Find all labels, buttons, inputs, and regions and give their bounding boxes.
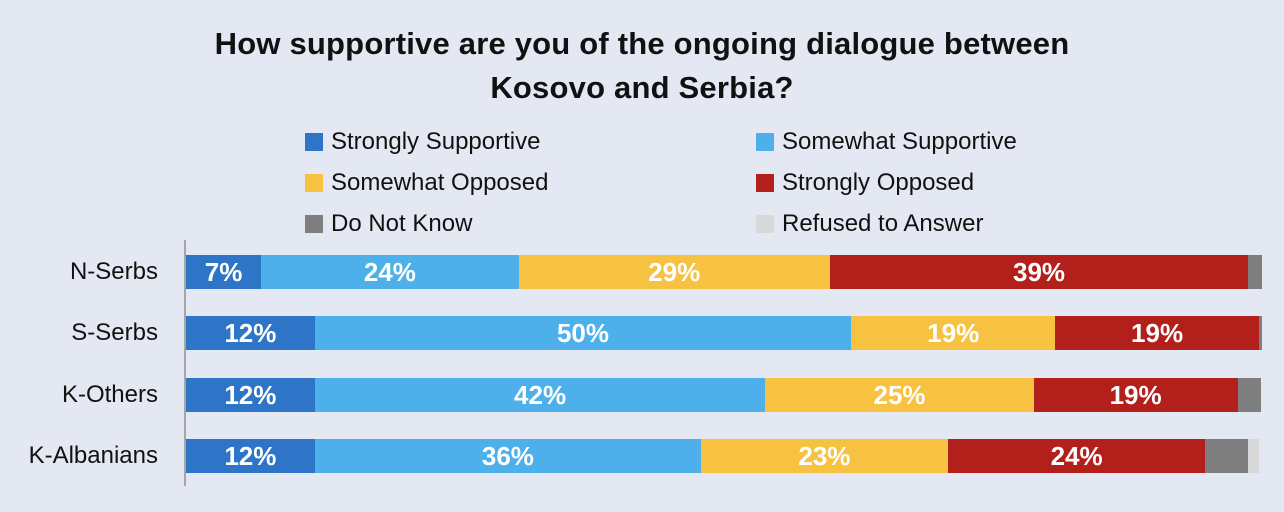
bar-segment-n-serbs-do-not-know [1248,255,1263,289]
data-label-n-serbs-somewhat-opposed: 29% [648,257,701,287]
data-label-k-others-somewhat-supportive: 42% [514,380,567,410]
bar-segment-n-serbs-strongly-supportive [186,255,262,289]
data-label-k-albanians-somewhat-opposed: 23% [798,441,851,471]
legend-item-refused-to-answer: Refused to Answer [756,209,983,239]
data-label-s-serbs-strongly-supportive: 12% [224,318,277,348]
bar-segment-s-serbs-strongly-opposed [1055,316,1259,350]
bar-segment-k-albanians-somewhat-supportive [314,439,702,473]
legend-item-strongly-supportive: Strongly Supportive [305,127,540,157]
bar-segment-k-albanians-refused-to-answer [1248,439,1259,473]
legend-item-somewhat-opposed: Somewhat Opposed [305,168,548,198]
category-label-n-serbs: N-Serbs [69,258,158,285]
data-label-k-others-somewhat-opposed: 25% [873,380,926,410]
data-label-k-albanians-strongly-opposed: 24% [1050,441,1103,471]
category-label-k-others: K-Others [61,381,158,408]
legend-label-refused-to-answer: Refused to Answer [782,210,984,237]
legend-swatch-strongly-opposed [756,174,774,192]
data-label-s-serbs-somewhat-supportive: 50% [556,318,610,348]
chart-title-line-2: Kosovo and Serbia? [490,70,794,105]
legend-label-do-not-know: Do Not Know [331,210,473,237]
legend-label-somewhat-opposed: Somewhat Opposed [331,169,549,196]
bar-segment-k-albanians-strongly-opposed [947,439,1206,473]
legend-label-strongly-supportive: Strongly Supportive [331,128,541,155]
bar-segment-k-others-strongly-opposed [1033,378,1238,412]
legend-swatch-do-not-know [305,215,323,233]
data-label-n-serbs-somewhat-supportive: 24% [363,257,416,287]
bar-segment-k-others-somewhat-opposed [765,378,1034,412]
legend-item-strongly-opposed: Strongly Opposed [756,168,974,198]
bar-segment-s-serbs-somewhat-opposed [851,316,1056,350]
bar-segment-s-serbs-do-not-know [1259,316,1263,350]
bar-segment-k-others-strongly-supportive [186,378,315,412]
data-label-k-others-strongly-opposed: 19% [1109,380,1162,410]
category-axis-line [184,240,186,486]
bar-segment-n-serbs-strongly-opposed [829,255,1249,289]
legend-label-somewhat-supportive: Somewhat Supportive [782,128,1017,155]
category-label-s-serbs: S-Serbs [71,319,158,346]
bar-segment-k-others-somewhat-supportive [314,378,766,412]
legend-item-somewhat-supportive: Somewhat Supportive [756,127,1017,157]
legend-swatch-somewhat-opposed [305,174,323,192]
bar-segment-s-serbs-strongly-supportive [186,316,315,350]
data-label-s-serbs-somewhat-opposed: 19% [927,318,980,348]
data-label-n-serbs-strongly-opposed: 39% [1013,257,1066,287]
data-label-k-albanians-somewhat-supportive: 36% [481,441,534,471]
data-label-s-serbs-strongly-opposed: 19% [1131,318,1184,348]
legend-swatch-somewhat-supportive [756,133,774,151]
bar-segment-k-albanians-do-not-know [1205,439,1249,473]
data-label-k-others-strongly-supportive: 12% [224,380,277,410]
bar-segment-k-others-do-not-know [1237,378,1262,412]
legend-swatch-refused-to-answer [756,215,774,233]
legend-label-strongly-opposed: Strongly Opposed [782,169,975,196]
chart-title-line-1: How supportive are you of the ongoing di… [214,26,1070,61]
legend-item-do-not-know: Do Not Know [305,209,472,239]
bar-segment-k-albanians-somewhat-opposed [701,439,948,473]
data-label-n-serbs-strongly-supportive: 7% [204,257,243,287]
bar-segment-n-serbs-somewhat-opposed [518,255,830,289]
bar-segment-k-albanians-strongly-supportive [186,439,315,473]
bar-segment-s-serbs-somewhat-supportive [314,316,852,350]
bar-segment-n-serbs-somewhat-supportive [261,255,519,289]
data-label-k-albanians-strongly-supportive: 12% [224,441,277,471]
category-label-k-albanians: K-Albanians [28,442,158,469]
legend-swatch-strongly-supportive [305,133,323,151]
